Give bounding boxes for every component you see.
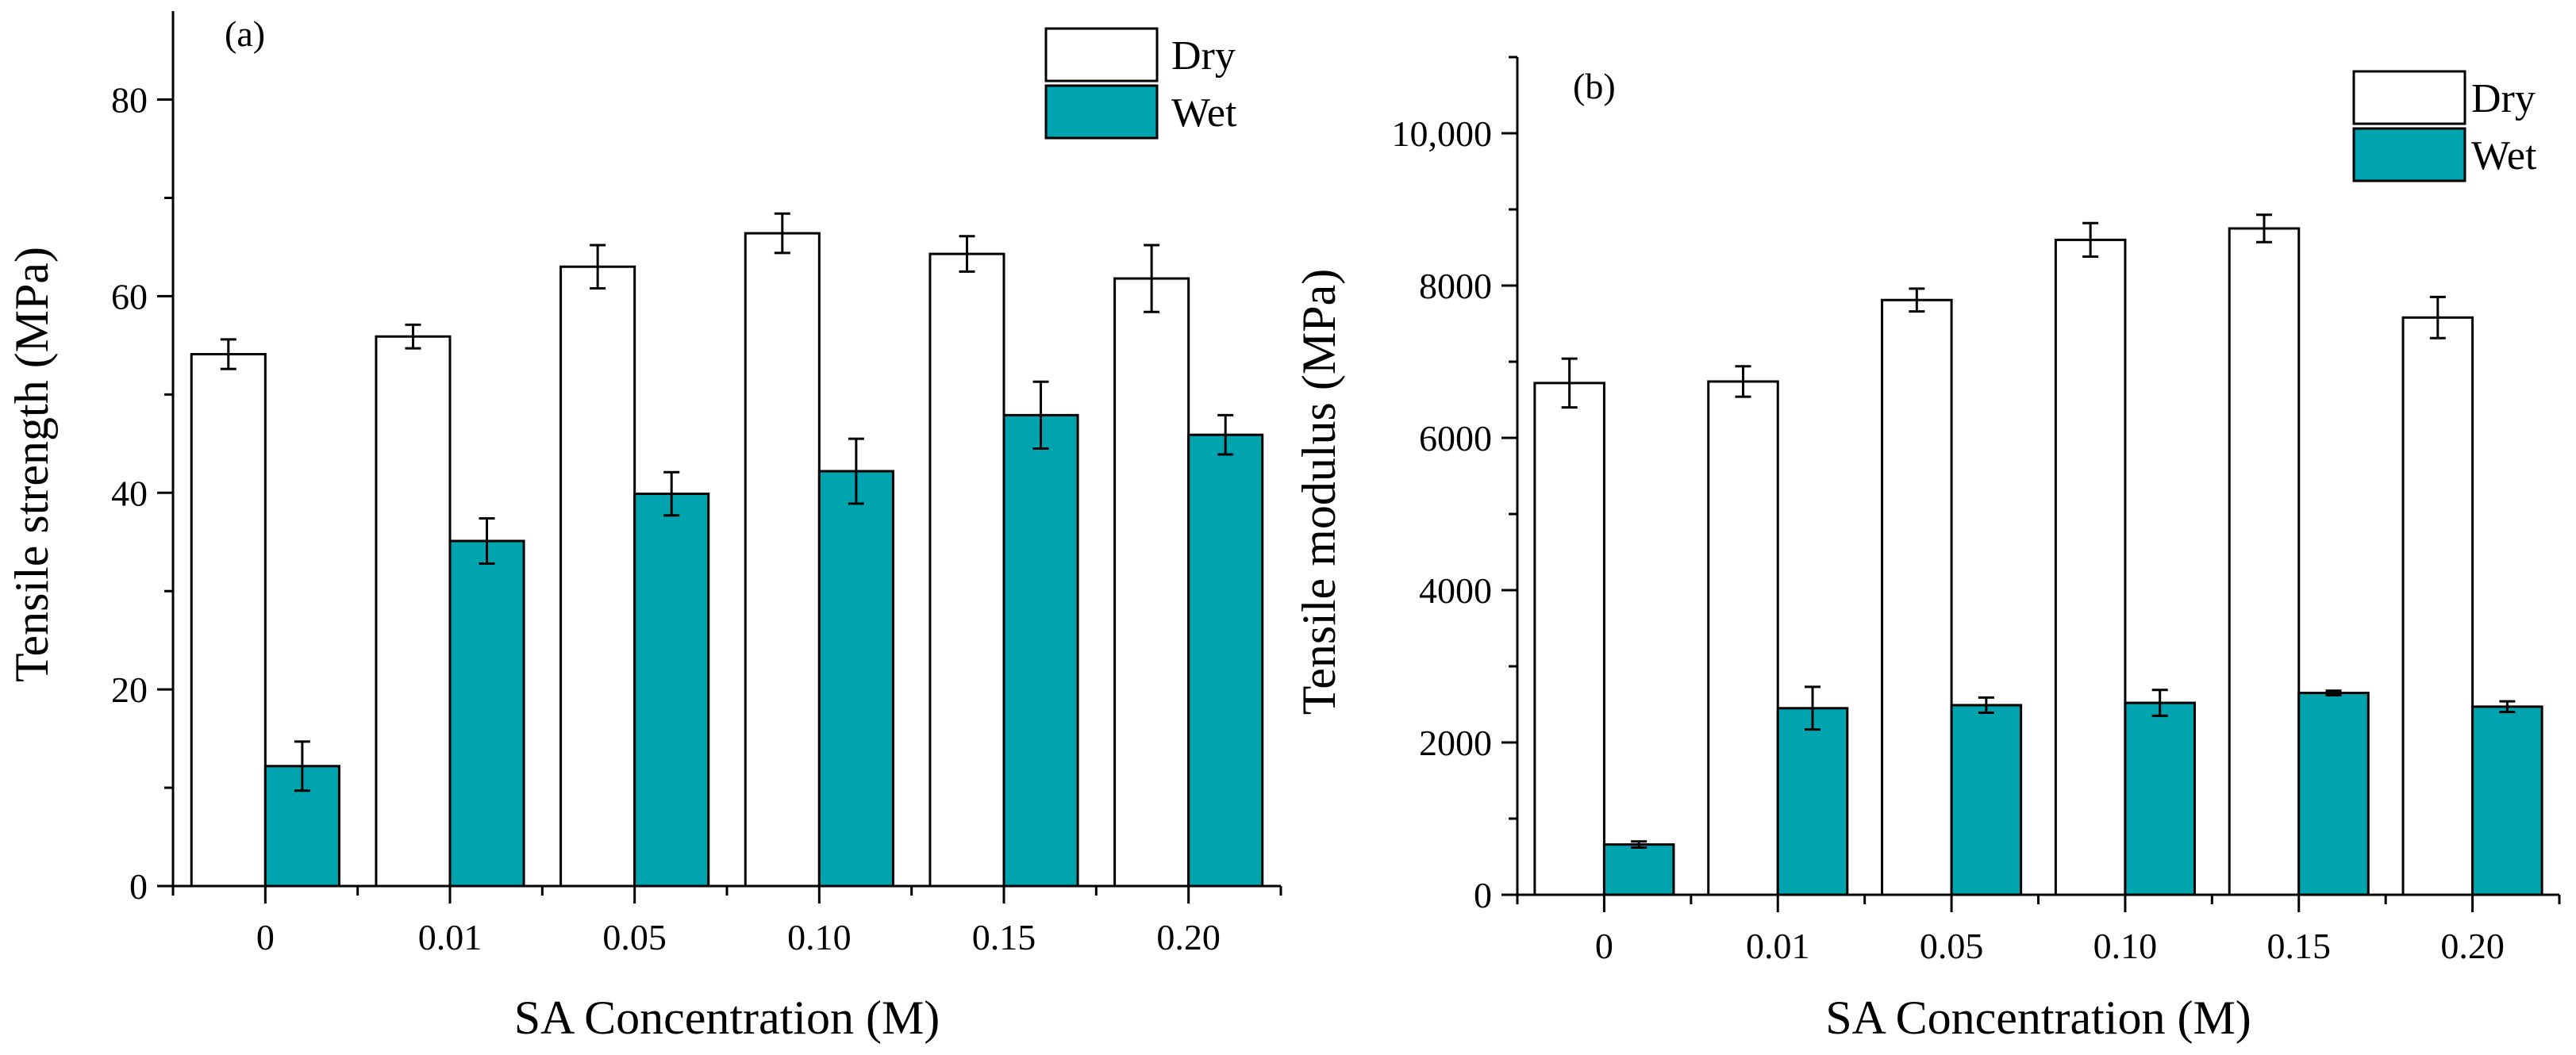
bar-dry-3 [744, 232, 821, 888]
x-tick-label-5: 0.20 [1156, 917, 1221, 957]
bar-dry-0 [190, 353, 267, 888]
legend-swatch-dry [2352, 70, 2466, 125]
y-tick-label-4: 8000 [1419, 266, 1492, 306]
bar-wet-2 [1950, 704, 2023, 896]
y-tick-label-5: 10,000 [1392, 113, 1493, 154]
legend-label-wet: Wet [1171, 90, 1237, 136]
bar-dry-0 [1533, 382, 1605, 896]
bar-wet-4 [1002, 413, 1079, 888]
bar-wet-1 [448, 539, 525, 888]
x-tick-label-4: 0.15 [2267, 926, 2332, 966]
chart-panel-a: 0 20 40 60 80 0 0.01 0.05 0.10 0.15 0.20 SA Concent… [6, 11, 1282, 1044]
y-tick-label-0: 0 [129, 866, 148, 907]
bar-wet-3 [2124, 701, 2196, 896]
error-bar-dry-2 [1909, 287, 1925, 313]
bar-dry-5 [2401, 316, 2474, 896]
y-tick-label-3: 60 [111, 276, 148, 316]
legend-swatch-dry [1044, 27, 1159, 82]
error-bar-wet-3 [2151, 689, 2168, 717]
error-bar-wet-4 [1032, 380, 1049, 450]
x-tick-label-3: 0.10 [2093, 926, 2158, 966]
y-tick-label-2: 40 [111, 473, 148, 513]
panel-label: (a) [225, 13, 265, 54]
bar-wet-5 [2471, 705, 2543, 896]
bar-dry-1 [1707, 380, 1779, 896]
error-bar-wet-4 [2325, 689, 2342, 696]
bar-dry-1 [375, 335, 452, 888]
legend: Dry Wet [1044, 27, 1237, 140]
error-bar-wet-2 [1978, 696, 1994, 715]
error-bar-dry-5 [2429, 295, 2446, 340]
error-bar-wet-3 [848, 437, 864, 505]
error-bar-wet-0 [1631, 840, 1647, 849]
bar-dry-2 [1881, 298, 1953, 896]
error-bar-wet-2 [663, 470, 680, 517]
x-tick-label-2: 0.05 [1920, 926, 1984, 966]
x-tick-label-3: 0.10 [787, 917, 852, 957]
legend-label-wet: Wet [2471, 133, 2537, 178]
legend-swatch-wet [1044, 84, 1159, 140]
y-tick-label-1: 20 [111, 669, 148, 710]
error-bar-dry-0 [1561, 357, 1578, 409]
legend-label-dry: Dry [1171, 33, 1236, 79]
error-bar-dry-1 [1735, 365, 1751, 398]
x-axis-title: SA Concentration (M) [1825, 992, 2251, 1044]
bar-dry-5 [1113, 277, 1190, 888]
error-bar-dry-5 [1144, 244, 1160, 313]
panel-label: (b) [1573, 66, 1616, 106]
x-axis-title: SA Concentration (M) [514, 992, 940, 1044]
bar-wet-3 [817, 470, 894, 888]
x-tick-label-2: 0.05 [602, 917, 667, 957]
error-bar-dry-0 [220, 338, 236, 370]
error-bar-wet-5 [2499, 700, 2516, 714]
bar-wet-2 [633, 493, 710, 888]
legend-swatch-wet [2352, 127, 2466, 182]
x-tick-label-5: 0.20 [2440, 926, 2505, 966]
x-tick-label-4: 0.15 [972, 917, 1036, 957]
bar-wet-0 [1602, 843, 1675, 896]
error-bar-wet-5 [1217, 413, 1234, 456]
bar-dry-3 [2054, 238, 2127, 896]
bar-wet-1 [1776, 707, 1849, 896]
legend-label-dry: Dry [2471, 76, 2536, 121]
error-bar-dry-4 [2255, 213, 2272, 244]
bar-dry-4 [929, 252, 1005, 888]
y-tick-label-0: 0 [1474, 875, 1492, 915]
bar-dry-4 [2228, 227, 2301, 896]
y-axis-title: Tensile strength (MPa) [6, 247, 58, 682]
y-tick-label-4: 80 [111, 80, 148, 121]
error-bar-wet-1 [1805, 685, 1821, 731]
chart-panel-b: 0 2000 4000 6000 8000 10,000 0 0.01 0.05 0.10 0.15… [1293, 56, 2561, 1044]
error-bar-dry-3 [2082, 221, 2099, 259]
y-axis-title: Tensile modulus (MPa) [1293, 269, 1345, 715]
error-bar-wet-0 [294, 740, 310, 792]
y-tick-label-3: 6000 [1419, 418, 1492, 458]
bar-dry-2 [559, 265, 636, 888]
y-tick-label-1: 2000 [1419, 723, 1492, 763]
y-tick-label-2: 4000 [1419, 570, 1492, 611]
bar-wet-5 [1187, 433, 1264, 888]
x-tick-label-1: 0.01 [1746, 926, 1810, 966]
x-tick-label-1: 0.01 [418, 917, 483, 957]
error-bar-dry-4 [959, 235, 975, 273]
error-bar-dry-1 [405, 323, 421, 350]
legend: Dry Wet [2352, 70, 2537, 182]
error-bar-wet-1 [479, 516, 495, 566]
x-tick-label-0: 0 [1595, 926, 1613, 966]
error-bar-dry-3 [774, 212, 790, 255]
error-bar-dry-2 [590, 244, 606, 290]
bar-wet-4 [2297, 692, 2370, 896]
x-tick-label-0: 0 [256, 917, 275, 957]
